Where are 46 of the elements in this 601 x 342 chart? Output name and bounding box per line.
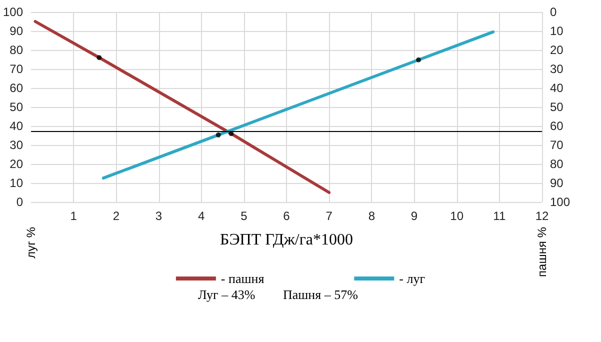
x-tick-label: 5 [240,209,248,223]
y-axis-title: луг % [24,226,38,258]
x-tick-label: 10 [450,209,464,223]
y2-tick-label: 80 [550,157,564,171]
x-tick-label: 12 [535,209,549,223]
y-tick-label: 60 [10,81,24,95]
point [416,57,422,62]
y2-tick-label: 90 [550,176,564,190]
point [96,55,102,60]
text: Луг – 43% [198,287,256,302]
y2-tick-label: 0 [550,5,557,19]
y2-tick-label: 10 [550,24,564,38]
y-tick-label: 100 [2,5,24,19]
legend-label: - луг [399,271,426,286]
y2-tick-label: 40 [550,81,564,95]
y2-tick-label: 50 [550,100,564,114]
x-tick-label: 9 [410,209,418,223]
x-tick-label: 11 [493,209,506,223]
line-series [34,20,331,194]
x-tick-label: 2 [112,209,120,223]
x-axis-title: БЭПТ ГДж/га*1000 [220,232,354,248]
line-series [102,30,495,180]
x-tick-label: 7 [326,209,333,223]
y2-tick-label: 20 [550,43,564,57]
x-tick-label: 6 [283,209,290,223]
y-tick-label: 80 [10,43,24,57]
x-tick-label: 1 [70,209,78,223]
y-tick-label: 0 [16,195,24,209]
y2-axis-title: пашня % [535,226,549,277]
x-tick-label: 8 [368,209,376,223]
y-tick-label: 90 [10,24,24,38]
y-tick-label: 20 [10,157,24,171]
y-tick-label: 50 [10,100,24,114]
y-tick-label: 70 [10,62,24,76]
point [216,132,221,138]
y-tick-label: 10 [10,176,24,190]
y2-tick-label: 100 [550,195,570,209]
legend-label: - пашня [220,271,264,286]
y2-tick-label: 60 [550,119,564,133]
x-tick-label: 3 [155,209,162,223]
x-tick-label: 4 [198,209,206,223]
y2-tick-label: 30 [550,62,564,76]
y-tick-label: 40 [10,119,24,133]
y-tick-label: 30 [10,138,24,152]
text: Пашня – 57% [283,287,358,302]
y2-tick-label: 70 [550,138,564,152]
